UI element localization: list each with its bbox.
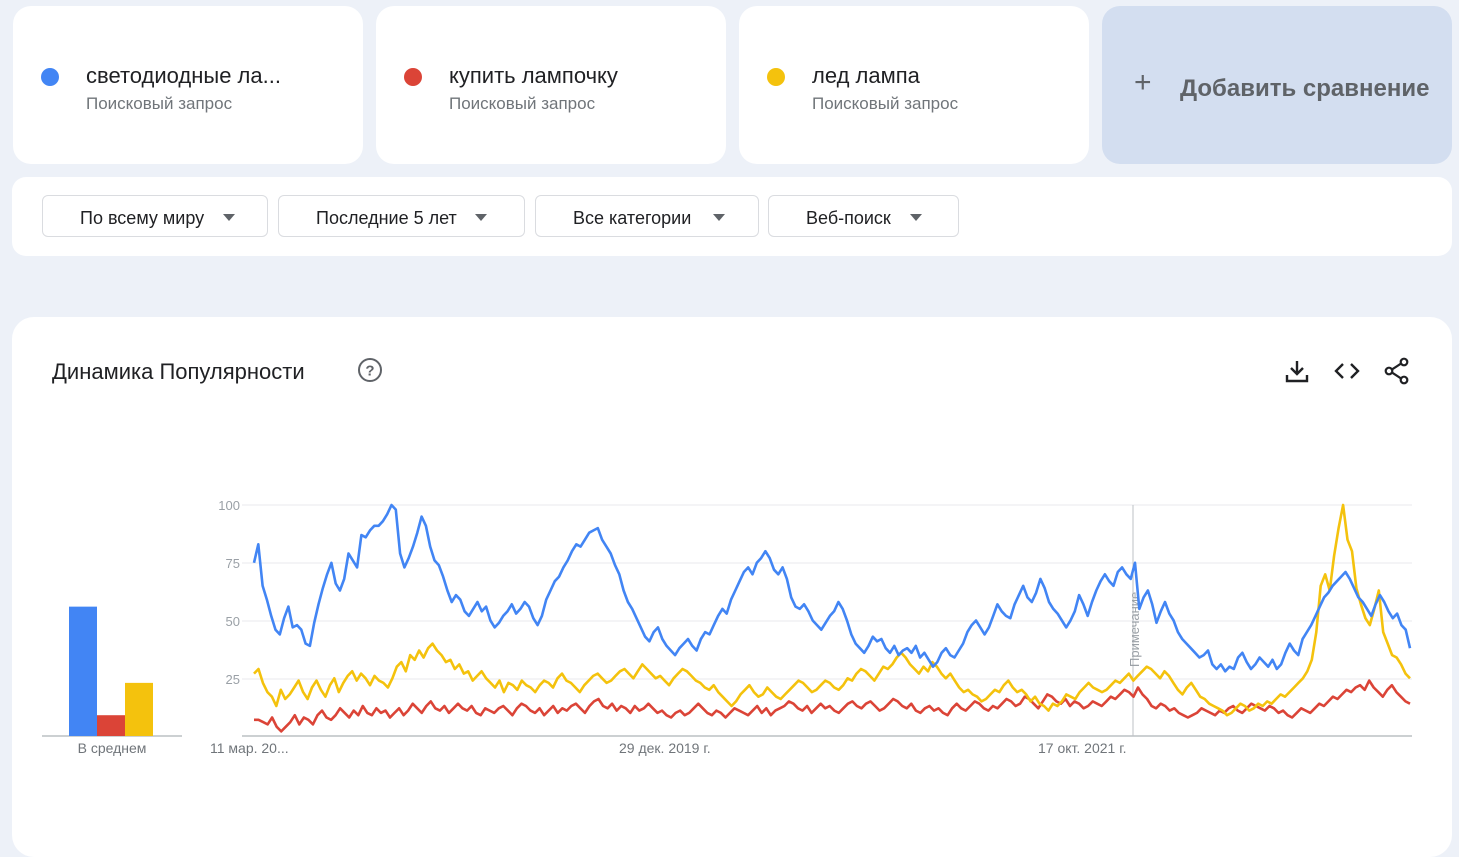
- series-line[interactable]: [254, 679, 1411, 733]
- caret-down-icon: [910, 214, 922, 221]
- series-line[interactable]: [253, 503, 1411, 717]
- term-name[interactable]: лед лампа: [812, 63, 920, 88]
- x-tick-label: 29 дек. 2019 г.: [619, 740, 711, 756]
- average-bars: [69, 606, 153, 736]
- term-type: Поисковый запрос: [86, 94, 233, 113]
- caret-down-icon: [713, 214, 725, 221]
- average-bar[interactable]: [97, 715, 125, 736]
- y-tick-label: 50: [226, 614, 240, 629]
- filter-category[interactable]: Все категории: [535, 195, 759, 237]
- interest-over-time-card: Динамика Популярности ? 100 75 50 25 11 …: [12, 317, 1452, 857]
- add-comparison-button[interactable]: + Добавить сравнение: [1102, 6, 1452, 164]
- annotation-label: Примечание: [1127, 592, 1142, 667]
- average-bar[interactable]: [125, 682, 153, 736]
- filter-label: Все категории: [573, 208, 692, 228]
- embed-code-icon[interactable]: [1333, 357, 1361, 385]
- term-type: Поисковый запрос: [449, 94, 596, 113]
- interest-chart[interactable]: 100 75 50 25 11 мар. 20... 29 дек. 2019 …: [12, 397, 1452, 857]
- series-line[interactable]: [252, 503, 1412, 673]
- add-comparison-label: Добавить сравнение: [1180, 75, 1430, 102]
- series-lines: [252, 503, 1412, 733]
- y-tick-label: 25: [226, 672, 240, 687]
- term-card-3[interactable]: лед лампа Поисковый запрос: [739, 6, 1089, 164]
- filter-label: По всему миру: [80, 208, 205, 228]
- svg-text:?: ?: [365, 363, 374, 380]
- term-type: Поисковый запрос: [812, 94, 959, 113]
- x-tick-label: 17 окт. 2021 г.: [1038, 740, 1127, 756]
- term-card-2[interactable]: купить лампочку Поисковый запрос: [376, 6, 726, 164]
- chart-title: Динамика Популярности: [52, 359, 305, 384]
- caret-down-icon: [475, 214, 487, 221]
- x-tick-label: 11 мар. 20...: [210, 740, 289, 756]
- filters-bar: По всему миру Последние 5 лет Все катего…: [12, 177, 1452, 256]
- caret-down-icon: [223, 214, 235, 221]
- filter-period[interactable]: Последние 5 лет: [278, 195, 525, 237]
- download-icon[interactable]: [1284, 357, 1310, 385]
- y-tick-label: 75: [226, 556, 240, 571]
- filter-region[interactable]: По всему миру: [42, 195, 268, 237]
- average-label: В среднем: [78, 740, 147, 756]
- filter-label: Последние 5 лет: [316, 208, 457, 228]
- help-icon[interactable]: ?: [357, 357, 383, 383]
- term-name[interactable]: светодиодные ла...: [86, 63, 281, 88]
- y-tick-label: 100: [218, 498, 240, 513]
- series-color-dot: [41, 68, 59, 86]
- filter-label: Веб-поиск: [806, 208, 891, 228]
- section-divider: [0, 256, 1459, 286]
- average-bar[interactable]: [69, 606, 97, 736]
- term-name[interactable]: купить лампочку: [449, 63, 618, 88]
- series-color-dot: [404, 68, 422, 86]
- term-card-1[interactable]: светодиодные ла... Поисковый запрос: [13, 6, 363, 164]
- series-color-dot: [767, 68, 785, 86]
- plus-icon: +: [1134, 66, 1152, 99]
- share-icon[interactable]: [1383, 357, 1411, 385]
- filter-search-type[interactable]: Веб-поиск: [768, 195, 959, 237]
